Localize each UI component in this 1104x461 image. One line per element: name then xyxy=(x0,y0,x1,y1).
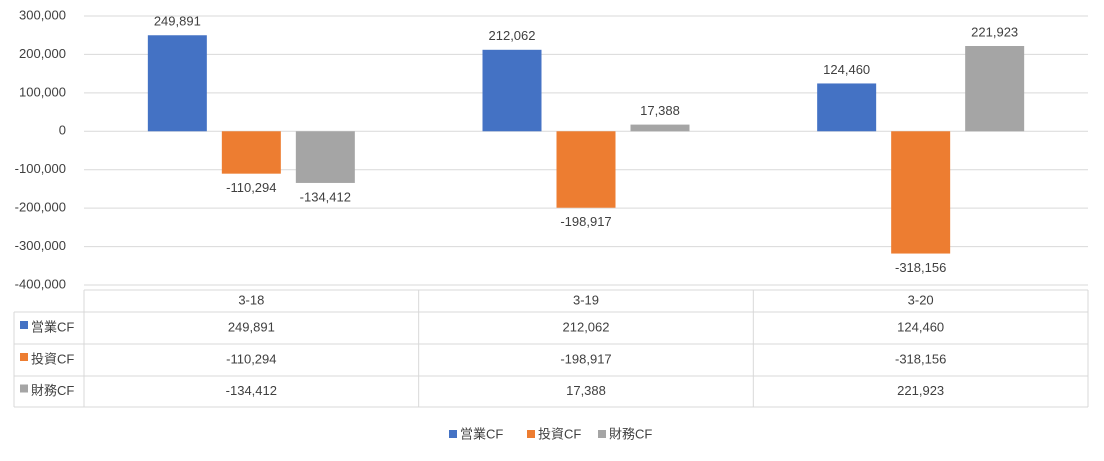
table-cell: 221,923 xyxy=(897,383,944,398)
data-label: -198,917 xyxy=(560,214,611,229)
y-tick-label: 100,000 xyxy=(19,84,66,99)
table-cell: 249,891 xyxy=(228,319,275,334)
y-tick-label: 0 xyxy=(59,123,66,138)
bar xyxy=(147,35,207,132)
table-cell: -198,917 xyxy=(560,351,611,366)
row-label: 営業CF xyxy=(31,319,74,334)
legend-key xyxy=(527,430,535,438)
row-label: 投資CF xyxy=(31,351,74,366)
y-tick-label: 200,000 xyxy=(19,46,66,61)
legend-key xyxy=(20,353,28,361)
table-cell: -110,294 xyxy=(226,351,276,366)
data-label: 249,891 xyxy=(154,14,201,29)
legend-key xyxy=(20,321,28,329)
bar xyxy=(965,46,1025,132)
data-label: 124,460 xyxy=(823,62,870,77)
legend-label: 投資CF xyxy=(538,426,581,441)
bar xyxy=(817,83,877,132)
y-tick-label: -200,000 xyxy=(15,200,66,215)
legend-label: 営業CF xyxy=(460,426,503,441)
y-tick-label: -100,000 xyxy=(15,161,66,176)
table-cell: -318,156 xyxy=(895,351,946,366)
table-header: 3-19 xyxy=(573,292,599,307)
legend-key xyxy=(598,430,606,438)
table-cell: 212,062 xyxy=(563,319,610,334)
y-tick-label: -300,000 xyxy=(15,238,66,253)
data-label: -134,412 xyxy=(300,189,351,204)
y-tick-label: 300,000 xyxy=(19,7,66,22)
table-header: 3-20 xyxy=(908,292,934,307)
bar xyxy=(221,131,281,174)
table-cell: -134,412 xyxy=(226,383,277,398)
bar xyxy=(295,131,355,183)
y-tick-label: -400,000 xyxy=(15,276,66,291)
data-label: 221,923 xyxy=(971,24,1018,39)
data-label: 17,388 xyxy=(640,103,680,118)
table-cell: 17,388 xyxy=(566,383,606,398)
data-label: -110,294 xyxy=(226,180,276,195)
legend-key xyxy=(20,384,28,393)
bar xyxy=(630,124,690,132)
legend-key xyxy=(449,430,457,438)
bar xyxy=(556,131,616,208)
table-cell: 124,460 xyxy=(897,319,944,334)
bar xyxy=(891,131,951,254)
table-header: 3-18 xyxy=(238,292,264,307)
data-label: -318,156 xyxy=(895,260,946,275)
bar xyxy=(482,49,542,132)
row-label: 財務CF xyxy=(31,383,74,398)
data-label: 212,062 xyxy=(489,28,536,43)
legend-label: 財務CF xyxy=(609,426,652,441)
